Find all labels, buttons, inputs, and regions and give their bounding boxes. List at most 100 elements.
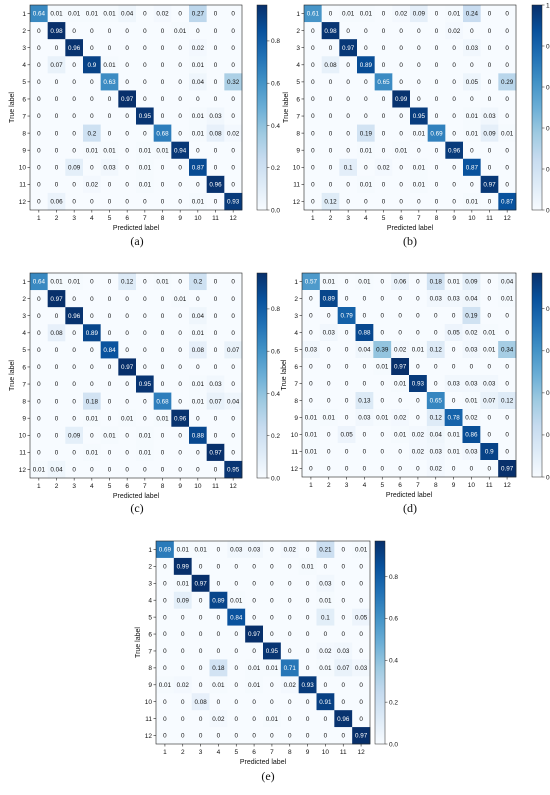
heatmap-cell	[319, 426, 338, 444]
heatmap-cell	[463, 73, 481, 91]
y-tick-label: 7	[294, 381, 298, 388]
heatmap-cell	[47, 175, 66, 194]
colorbar-tick-label: 0.4	[389, 658, 398, 665]
heatmap-cell	[409, 460, 428, 478]
cell-value-label: 0	[327, 449, 331, 456]
cell-value-label: 0.97	[355, 733, 368, 740]
heatmap-cell	[304, 5, 322, 23]
cell-value-label: 0	[327, 381, 331, 388]
cell-value-label: 0	[309, 313, 313, 320]
heatmap-cell	[224, 192, 243, 211]
heatmap-cell	[373, 290, 392, 308]
cell-value-label: 0	[55, 147, 59, 154]
cell-value-label: 0	[416, 364, 420, 371]
heatmap-cell	[189, 324, 207, 342]
cell-value-label: 0	[452, 199, 456, 206]
cell-value-label: 0	[309, 381, 313, 388]
heatmap-cell	[47, 409, 66, 428]
cell-value-label: 0	[37, 450, 41, 457]
heatmap-cell	[209, 727, 228, 745]
cell-value-label: 0	[341, 614, 345, 621]
x-tick-label: 12	[230, 483, 238, 490]
cell-value-label: 0.01	[212, 682, 225, 689]
heatmap-cell	[426, 290, 445, 308]
heatmap-cell	[47, 426, 66, 445]
heatmap-cell	[391, 324, 410, 342]
cell-value-label: 0.01	[194, 547, 207, 554]
cell-value-label: 0	[341, 733, 345, 740]
cell-value-label: 0	[505, 62, 509, 69]
heatmap-cell	[245, 693, 264, 711]
heatmap-cell	[47, 124, 66, 142]
heatmap-cell	[171, 56, 190, 74]
heatmap-cell	[280, 608, 299, 626]
cell-value-label: 0	[108, 182, 112, 189]
cell-value-label: 0	[270, 682, 274, 689]
cell-value-label: 0	[108, 330, 112, 337]
cell-value-label: 0.01	[447, 279, 460, 286]
cell-value-label: 0	[359, 597, 363, 604]
heatmap-cell	[480, 5, 499, 23]
cell-value-label: 0	[380, 330, 384, 337]
heatmap-cell	[189, 426, 207, 445]
cell-value-label: 0.02	[212, 716, 225, 723]
cell-value-label: 0.02	[448, 28, 461, 35]
heatmap-cell	[191, 727, 210, 745]
heatmap-cell	[65, 90, 84, 108]
cell-value-label: 0	[108, 130, 112, 137]
heatmap-cell	[334, 642, 353, 660]
cell-value-label: 0	[434, 381, 438, 388]
heatmap-cell	[373, 273, 392, 291]
heatmap-cell	[153, 158, 172, 177]
cell-value-label: 0.19	[465, 313, 478, 320]
x-tick-label: 4	[90, 483, 94, 490]
cell-value-label: 0	[108, 398, 112, 405]
cell-value-label: 0	[108, 364, 112, 371]
heatmap-cell	[65, 341, 84, 359]
heatmap-cell	[83, 409, 101, 428]
cell-value-label: 0.1	[344, 164, 353, 171]
cell-value-label: 0	[470, 62, 474, 69]
cell-value-label: 0	[55, 347, 59, 354]
heatmap-cell	[316, 625, 335, 643]
heatmap-cell	[30, 124, 48, 142]
heatmap-cell	[153, 341, 172, 359]
cell-value-label: 0	[90, 296, 94, 303]
heatmap-cell	[410, 5, 428, 23]
cell-value-label: 0	[161, 199, 165, 206]
heatmap-cell	[171, 107, 190, 125]
heatmap-cell	[209, 574, 228, 593]
x-tick-label: 10	[322, 749, 330, 756]
heatmap-cell	[100, 375, 119, 393]
cell-value-label: 0	[234, 580, 238, 587]
heatmap-cell	[224, 290, 243, 308]
heatmap-cell	[171, 409, 190, 428]
heatmap-cell	[352, 693, 371, 711]
y-tick-label: 11	[145, 716, 152, 723]
cell-value-label: 0	[163, 648, 167, 655]
cell-value-label: 0.01	[139, 182, 152, 189]
cell-value-label: 0	[125, 313, 129, 320]
cell-value-label: 0	[231, 296, 235, 303]
y-axis-label: True label	[135, 627, 142, 658]
cell-value-label: 0.96	[337, 716, 350, 723]
heatmap-cell	[410, 175, 428, 194]
heatmap-cell	[209, 625, 228, 643]
heatmap-cell	[47, 192, 66, 211]
heatmap-cell	[224, 392, 243, 410]
cell-value-label: 0	[505, 28, 509, 35]
heatmap-cell	[480, 324, 499, 342]
cell-value-label: 0	[346, 79, 350, 86]
cell-value-label: 0	[181, 631, 185, 638]
heatmap-cell	[100, 460, 119, 479]
heatmap-cell	[245, 710, 264, 728]
heatmap-cell	[47, 460, 66, 479]
cell-value-label: 0	[270, 580, 274, 587]
heatmap-cell	[480, 358, 499, 376]
heatmap-cell	[65, 358, 84, 376]
cell-value-label: 0	[196, 147, 200, 154]
heatmap-cell	[173, 659, 192, 677]
heatmap-cell	[171, 426, 190, 445]
heatmap-cell	[227, 591, 246, 609]
cell-value-label: 0	[435, 45, 439, 52]
